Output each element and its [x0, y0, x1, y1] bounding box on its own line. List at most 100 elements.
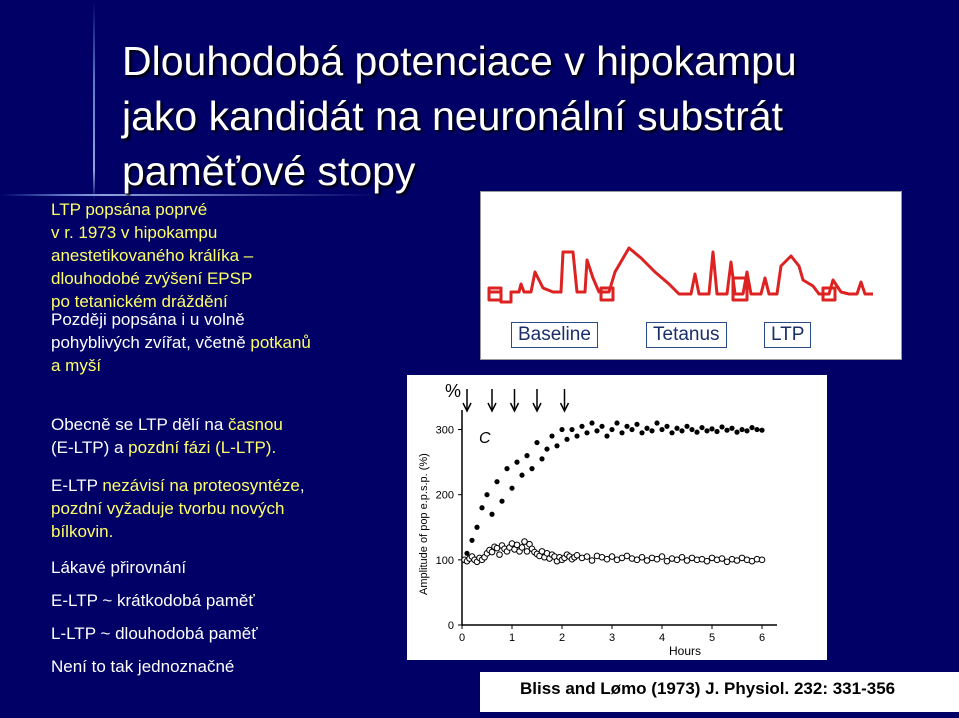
data-point-potentiated	[499, 498, 505, 504]
citation-bar	[480, 672, 959, 712]
highlight-late: pozdní fázi (L-LTP).	[128, 438, 277, 457]
stimulus-marker	[487, 286, 503, 302]
text-line: dlouhodobé zvýšení EPSP	[51, 269, 253, 288]
data-point-potentiated	[619, 430, 625, 436]
data-point-potentiated	[539, 456, 545, 462]
text-span: E-LTP	[51, 476, 103, 495]
data-point-potentiated	[624, 423, 630, 429]
data-point-control	[588, 557, 596, 564]
data-point-potentiated	[679, 428, 685, 434]
ltp-scatter-plot: % C Amplitude of pop e.p.s.p. (%) Hours …	[407, 375, 827, 660]
data-point-potentiated	[509, 485, 515, 491]
data-point-control	[623, 552, 631, 560]
percent-symbol: %	[445, 381, 461, 401]
y-axis-label: Amplitude of pop e.p.s.p. (%)	[418, 453, 430, 595]
data-point-potentiated	[689, 426, 695, 433]
trace-svg	[487, 246, 873, 304]
text-span: (E-LTP)	[51, 438, 110, 457]
text-line: pohyblivých zvířat, včetně potkanů	[51, 331, 391, 354]
x-axis-label: Hours	[669, 644, 701, 658]
stimulus-marker	[821, 286, 837, 302]
decorative-horizontal-line	[0, 194, 420, 196]
x-tick-label: 4	[659, 632, 665, 644]
text-line: Obecně se LTP dělí na časnou	[51, 413, 391, 436]
label-ltp: LTP	[764, 322, 812, 348]
data-point-control	[703, 557, 711, 565]
text-lltp-long-term: L-LTP ~ dlouhodobá paměť	[51, 624, 258, 643]
data-point-control	[573, 551, 581, 559]
data-point-potentiated	[664, 423, 670, 429]
data-point-control	[658, 553, 666, 560]
data-point-potentiated	[734, 429, 740, 435]
y-tick-label: 0	[448, 620, 454, 632]
text-line: E-LTP nezávisí na proteosyntéze,	[51, 474, 391, 497]
text-line: anestetikovaného králíka –	[51, 246, 254, 265]
text-line: v r. 1973 v hipokampu	[51, 223, 218, 242]
data-point-potentiated	[739, 426, 745, 433]
data-point-control	[723, 558, 731, 566]
data-point-potentiated	[494, 479, 500, 485]
highlight-no-protein-synthesis: nezávisí na proteosyntéze	[102, 476, 300, 495]
data-point-potentiated	[634, 421, 640, 427]
data-point-control	[493, 544, 501, 552]
data-point-potentiated	[644, 425, 650, 431]
data-point-potentiated	[464, 550, 470, 556]
text-line: Později popsána i u volně	[51, 310, 245, 329]
data-point-potentiated	[574, 433, 580, 439]
data-point-potentiated	[609, 426, 615, 433]
data-point-potentiated	[614, 420, 620, 426]
data-point-control	[488, 548, 496, 556]
data-point-potentiated	[474, 524, 480, 530]
tetanus-arrows	[462, 389, 570, 413]
label-tetanus: Tetanus	[646, 322, 727, 348]
data-point-control	[663, 557, 671, 565]
data-point-control	[678, 553, 686, 561]
data-point-potentiated	[589, 420, 595, 426]
decorative-vertical-line	[93, 0, 95, 200]
data-point-potentiated	[629, 426, 635, 433]
tetanus-arrowhead	[487, 402, 497, 413]
data-point-potentiated	[559, 426, 565, 433]
data-point-control	[496, 551, 503, 558]
data-point-control	[733, 557, 741, 564]
data-point-potentiated	[534, 439, 540, 446]
label-baseline: Baseline	[511, 322, 598, 348]
data-point-potentiated	[754, 426, 760, 433]
title-line-2: jako kandidát na neuronální substrát	[122, 93, 784, 139]
data-point-control	[758, 556, 766, 564]
text-line: pozdní vyžaduje tvorbu nových	[51, 499, 285, 518]
trace-line	[489, 246, 873, 304]
x-tick-label: 6	[759, 632, 765, 644]
data-point-potentiated	[519, 472, 525, 478]
data-point-potentiated	[729, 425, 735, 431]
data-point-control	[513, 541, 521, 549]
text-tempting-comparison: Lákavé přirovnání	[51, 558, 187, 577]
text-span: ,	[299, 476, 305, 495]
data-point-potentiated	[579, 423, 585, 429]
data-point-potentiated	[584, 430, 590, 436]
data-point-potentiated	[744, 428, 750, 434]
plot-svg: % C Amplitude of pop e.p.s.p. (%) Hours …	[418, 381, 777, 658]
stimulus-marker	[599, 286, 615, 302]
data-points	[461, 420, 766, 566]
citation: Bliss and Lømo (1973) J. Physiol. 232: 3…	[520, 679, 896, 698]
y-tick-label: 100	[436, 555, 454, 567]
paragraph-free-moving-animals: Později popsána i u volně pohyblivých zv…	[51, 308, 391, 377]
data-point-potentiated	[469, 537, 475, 543]
data-point-potentiated	[714, 428, 720, 435]
data-point-potentiated	[554, 443, 560, 449]
text-line: LTP popsána poprvé	[51, 200, 208, 219]
title-line-1: Dlouhodobá potenciace v hipokampu	[122, 38, 797, 84]
data-point-potentiated	[649, 428, 655, 434]
text-span: Obecně se LTP dělí na	[51, 415, 229, 434]
x-tick-label: 0	[459, 632, 465, 644]
data-point-potentiated	[514, 459, 520, 465]
slide-title: Dlouhodobá potenciace v hipokampu jako k…	[122, 34, 942, 199]
data-point-control	[608, 553, 616, 560]
data-point-potentiated	[704, 428, 710, 434]
data-point-potentiated	[479, 505, 485, 511]
text-line: a myší	[51, 356, 102, 375]
data-point-potentiated	[544, 446, 550, 452]
data-point-control	[583, 553, 591, 560]
